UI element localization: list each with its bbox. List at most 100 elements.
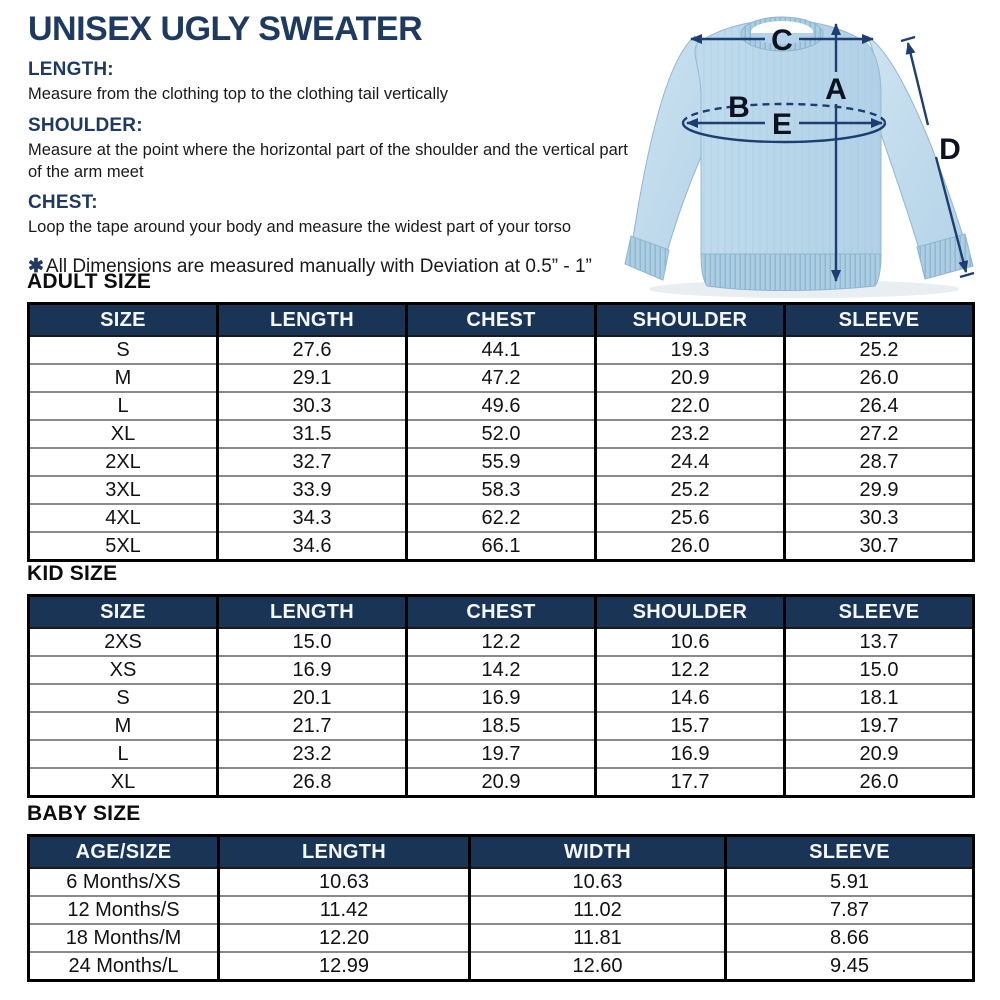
value-cell: 9.45 <box>724 951 974 981</box>
value-cell: 49.6 <box>405 391 596 420</box>
value-cell: 12.20 <box>217 923 470 952</box>
sweater-diagram: C A B E D <box>618 0 1000 302</box>
baby-size-section: BABY SIZE AGE/SIZE LENGTH WIDTH SLEEVE 6 Mon… <box>27 802 975 982</box>
value-cell: 58.3 <box>405 475 596 504</box>
value-cell: 28.7 <box>783 447 974 476</box>
value-cell: 11.81 <box>468 923 726 952</box>
value-cell: 11.02 <box>468 895 726 924</box>
table-row: M 21.7 18.5 15.7 19.7 <box>28 711 974 740</box>
value-cell: 34.3 <box>216 503 407 532</box>
table-row: 12 Months/S 11.42 11.02 7.87 <box>28 895 974 924</box>
value-cell: 21.7 <box>216 711 407 740</box>
kid-size-table: SIZE LENGTH CHEST SHOULDER SLEEVE 2XS 15.0 12.2… <box>27 594 975 798</box>
column-header-length: LENGTH <box>216 595 407 629</box>
column-header-length: LENGTH <box>216 303 407 337</box>
size-cell: 2XS <box>104 630 142 653</box>
size-cell: 2XL <box>28 447 218 476</box>
column-header-length: LENGTH <box>217 835 470 869</box>
size-cell: M <box>28 711 218 740</box>
value-cell: 52.0 <box>405 419 596 448</box>
value-cell: 11.42 <box>217 895 470 924</box>
value-cell: 16.9 <box>405 683 596 712</box>
value-cell: 17.7 <box>594 767 785 797</box>
column-header-size: SIZE <box>28 303 218 337</box>
column-header-size: SIZE <box>28 595 218 629</box>
value-cell: 30.3 <box>216 391 407 420</box>
size-cell: S <box>116 338 130 361</box>
column-header-chest: CHEST <box>405 303 596 337</box>
chest-instruction: Loop the tape around your body and measu… <box>28 218 572 237</box>
value-cell: 12.99 <box>217 951 470 981</box>
value-cell: 27.6 <box>216 336 407 364</box>
value-cell: 15.7 <box>594 711 785 740</box>
value-cell: 14.2 <box>405 655 596 684</box>
table-row: 6 Months/XS 10.63 10.63 5.91 <box>29 868 974 896</box>
sweater-illustration: C A B E D <box>624 16 975 298</box>
size-cell: 4XL <box>28 503 218 532</box>
value-cell: 62.2 <box>405 503 596 532</box>
label-e: E <box>772 108 792 141</box>
value-cell: 24.4 <box>594 447 785 476</box>
value-cell: 12.2 <box>594 655 785 684</box>
value-cell: 16.9 <box>594 739 785 768</box>
table-row: XL 26.8 20.9 17.7 26.0 <box>28 767 974 797</box>
sweater-shape <box>624 16 974 298</box>
value-cell: 18.5 <box>405 711 596 740</box>
value-cell: 8.66 <box>724 923 974 952</box>
label-c: C <box>771 24 793 57</box>
table-row: 4XL 34.3 62.2 25.6 30.3 <box>28 503 974 532</box>
value-cell: 44.1 <box>405 336 596 364</box>
deviation-note-text: All Dimensions are measured manually wit… <box>45 256 592 278</box>
value-cell: 29.9 <box>783 475 974 504</box>
value-cell: 23.2 <box>216 739 407 768</box>
table-row: 2XL 32.7 55.9 24.4 28.7 <box>28 447 974 476</box>
value-cell: 66.1 <box>405 531 596 561</box>
value-cell: 15.0 <box>783 655 974 684</box>
size-cell: 3XL <box>28 475 218 504</box>
value-cell: 31.5 <box>216 419 407 448</box>
table-row: L 30.3 49.6 22.0 26.4 <box>28 391 974 420</box>
value-cell: 19.3 <box>594 336 785 364</box>
column-header-sleeve: SLEEVE <box>724 835 974 869</box>
size-cell: 6 Months/XS <box>66 870 181 893</box>
table-row: L 23.2 19.7 16.9 20.9 <box>28 739 974 768</box>
value-cell: 20.9 <box>594 363 785 392</box>
table-row: M 29.1 47.2 20.9 26.0 <box>28 363 974 392</box>
value-cell: 29.1 <box>216 363 407 392</box>
value-cell: 32.7 <box>216 447 407 476</box>
value-cell: 22.0 <box>594 391 785 420</box>
page-title: UNISEX UGLY SWEATER <box>28 10 423 48</box>
shoulder-heading: SHOULDER: <box>28 114 143 136</box>
chest-ellipse <box>681 102 887 144</box>
table-row: S 20.1 16.9 14.6 18.1 <box>28 683 974 712</box>
value-cell: 47.2 <box>405 363 596 392</box>
table-row: 24 Months/L 12.99 12.60 9.45 <box>28 951 974 981</box>
value-cell: 15.0 <box>216 628 407 656</box>
value-cell: 5.91 <box>724 868 974 896</box>
size-cell: XL <box>28 767 218 797</box>
header-row: SIZE LENGTH CHEST SHOULDER SLEEVE <box>28 303 974 337</box>
column-header-shoulder: SHOULDER <box>594 303 785 337</box>
table-row: S 27.6 44.1 19.3 25.2 <box>29 336 974 364</box>
size-cell: 24 Months/L <box>28 951 219 981</box>
value-cell: 26.0 <box>594 531 785 561</box>
kid-size-section: KID SIZE SIZE LENGTH CHEST SHOULDER SLEEVE 2X… <box>27 562 975 798</box>
size-cell: S <box>28 683 218 712</box>
column-header-chest: CHEST <box>405 595 596 629</box>
column-header-shoulder: SHOULDER <box>594 595 785 629</box>
value-cell: 26.8 <box>216 767 407 797</box>
arrow-d-sleeve <box>900 35 975 279</box>
table-row: 3XL 33.9 58.3 25.2 29.9 <box>28 475 974 504</box>
value-cell: 16.9 <box>216 655 407 684</box>
value-cell: 26.0 <box>783 363 974 392</box>
value-cell: 18.1 <box>783 683 974 712</box>
column-header-sleeve: SLEEVE <box>783 303 974 337</box>
size-cell: XL <box>28 419 218 448</box>
table-row: XL 31.5 52.0 23.2 27.2 <box>28 419 974 448</box>
value-cell: 20.1 <box>216 683 407 712</box>
column-header-sleeve: SLEEVE <box>783 595 974 629</box>
value-cell: 14.6 <box>594 683 785 712</box>
size-cell: 18 Months/M <box>28 923 219 952</box>
value-cell: 10.6 <box>594 628 785 656</box>
header-row: SIZE LENGTH CHEST SHOULDER SLEEVE <box>28 595 974 629</box>
